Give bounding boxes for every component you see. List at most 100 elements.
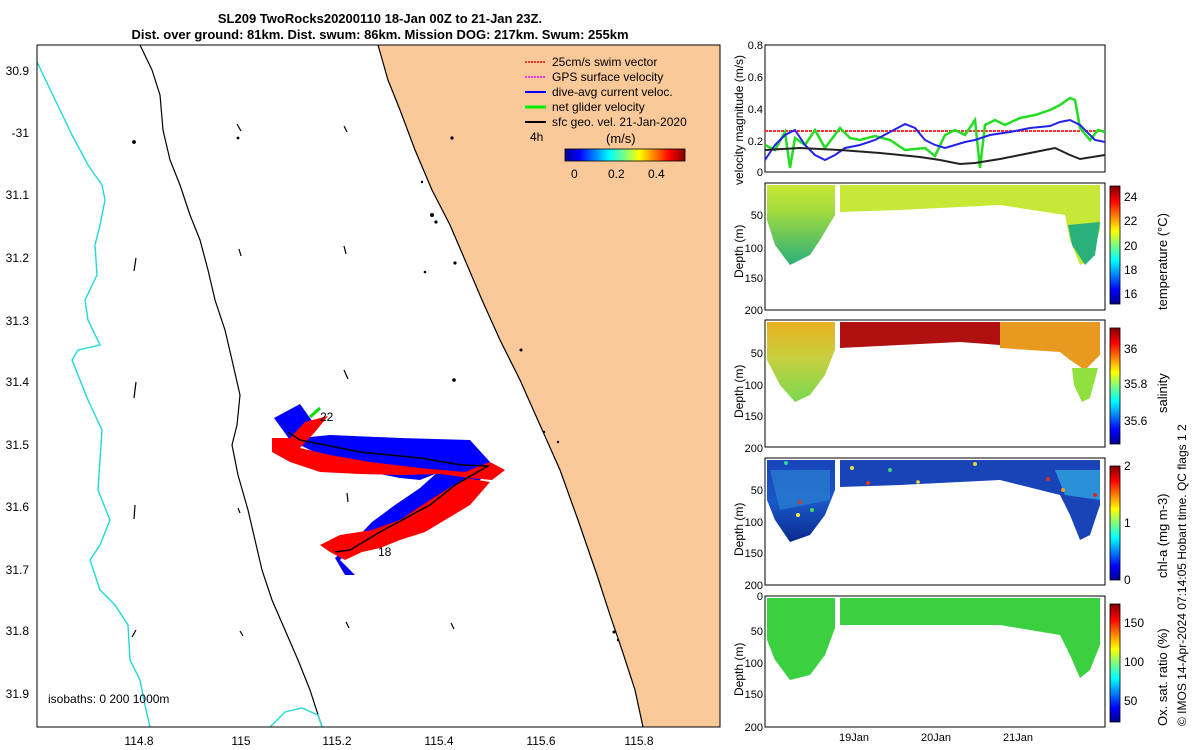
svg-text:31.4: 31.4 xyxy=(6,375,30,389)
svg-text:50: 50 xyxy=(751,210,763,222)
coastline xyxy=(377,44,644,728)
svg-text:1: 1 xyxy=(1124,516,1131,530)
svg-text:0: 0 xyxy=(571,167,578,181)
svg-text:100: 100 xyxy=(745,658,763,670)
svg-text:31.9: 31.9 xyxy=(6,687,30,701)
oxygen-cbar-label: Ox. sat. ratio (%) xyxy=(1155,628,1170,726)
svg-text:0.2: 0.2 xyxy=(748,136,763,148)
salinity-cbar-ticks: 35.6 35.8 36 xyxy=(1124,342,1148,428)
svg-text:31.8: 31.8 xyxy=(6,624,30,638)
velocity-panel: 0 0.2 0.4 0.6 0.8 xyxy=(748,40,1106,179)
figure-title-line1: SL209 TwoRocks20200110 18-Jan 00Z to 21-… xyxy=(217,11,543,26)
svg-text:0.6: 0.6 xyxy=(748,72,763,84)
svg-text:0: 0 xyxy=(757,167,763,179)
svg-text:200: 200 xyxy=(745,305,763,317)
temperature-colorbar xyxy=(1109,185,1121,305)
time-x-ticks: 19Jan 20Jan 21Jan xyxy=(839,732,1033,744)
dive-avg-current-series xyxy=(764,118,1106,162)
svg-text:30.9: 30.9 xyxy=(6,64,30,78)
figure-title-line2: Dist. over ground: 81km. Dist. swum: 86k… xyxy=(131,27,629,42)
svg-text:115.6: 115.6 xyxy=(526,734,555,748)
svg-text:0.4: 0.4 xyxy=(748,104,763,116)
chla-panel: 0 1 2 50 100 150 200 xyxy=(745,457,1131,592)
salinity-panel: 35.6 35.8 36 0 50 100 150 200 xyxy=(745,319,1148,455)
svg-text:100: 100 xyxy=(745,243,763,255)
svg-text:21Jan: 21Jan xyxy=(1003,732,1033,744)
svg-text:200: 200 xyxy=(745,722,763,734)
svg-text:36: 36 xyxy=(1124,342,1138,356)
oxygen-panel: 50 100 150 0 50 100 150 200 19Jan 20Jan … xyxy=(745,591,1145,744)
svg-text:2: 2 xyxy=(1124,459,1131,473)
salinity-ylabel: Depth (m) xyxy=(732,365,746,418)
svg-text:114.8: 114.8 xyxy=(124,734,153,748)
svg-text:24: 24 xyxy=(1124,190,1138,204)
svg-text:31.5: 31.5 xyxy=(6,438,30,452)
oxygen-ylabel: Depth (m) xyxy=(732,643,746,696)
svg-text:0: 0 xyxy=(1124,573,1131,587)
svg-text:31.1: 31.1 xyxy=(6,188,30,202)
isobaths-label: isobaths: 0 200 1000m xyxy=(48,692,169,706)
svg-text:16: 16 xyxy=(1124,287,1138,301)
svg-text:150: 150 xyxy=(745,411,763,423)
map-panel: 22 18 25cm/s swim vector GPS surface vel… xyxy=(6,44,721,748)
legend-sfc-geo-velocity: sfc geo. vel. 21-Jan-2020 xyxy=(552,115,687,129)
chla-colorbar xyxy=(1109,465,1121,581)
svg-text:200: 200 xyxy=(745,580,763,592)
svg-text:100: 100 xyxy=(745,517,763,529)
temperature-ylabel: Depth (m) xyxy=(732,225,746,278)
track-label-end: 18 xyxy=(378,545,392,559)
map-axes-box xyxy=(36,44,721,728)
svg-text:50: 50 xyxy=(751,485,763,497)
svg-text:31.2: 31.2 xyxy=(6,251,30,265)
svg-text:35.8: 35.8 xyxy=(1124,377,1148,391)
svg-text:0.8: 0.8 xyxy=(748,40,763,52)
sfc-geo-velocity-series xyxy=(764,146,1106,166)
temperature-panel: 16 18 20 22 24 50 100 150 200 xyxy=(745,182,1138,317)
velocity-ylabel: velocity magnitude (m/s) xyxy=(732,55,746,185)
chla-dots xyxy=(784,461,1097,517)
svg-text:-31: -31 xyxy=(12,126,30,140)
svg-text:22: 22 xyxy=(1124,214,1138,228)
oxygen-colorbar xyxy=(1109,603,1121,723)
salinity-colorbar xyxy=(1109,327,1121,445)
track-label-start: 22 xyxy=(320,410,334,424)
svg-text:0.4: 0.4 xyxy=(648,167,665,181)
interval-label: 4h xyxy=(530,130,543,144)
oxygen-cbar-ticks: 50 100 150 xyxy=(1124,616,1144,708)
land-area xyxy=(378,45,720,727)
footer-credit: © IMOS 14-Apr-2024 07:14:05 Hobart time.… xyxy=(1175,424,1189,726)
svg-text:115.2: 115.2 xyxy=(322,734,351,748)
map-legend: 25cm/s swim vector GPS surface velocity … xyxy=(525,55,687,181)
isobath-1000m xyxy=(36,61,151,728)
svg-text:31.6: 31.6 xyxy=(6,500,30,514)
svg-text:115: 115 xyxy=(231,734,250,748)
glider-track xyxy=(287,431,491,553)
svg-text:200: 200 xyxy=(745,443,763,455)
net-glider-velocity-series xyxy=(764,96,1106,169)
legend-net-glider-velocity: net glider velocity xyxy=(552,100,645,114)
salinity-cbar-label: salinity xyxy=(1155,373,1170,413)
temperature-cbar-label: temperature (°C) xyxy=(1155,213,1170,310)
svg-text:20: 20 xyxy=(1124,239,1138,253)
svg-text:115.8: 115.8 xyxy=(624,734,653,748)
svg-text:115.4: 115.4 xyxy=(424,734,453,748)
svg-text:0: 0 xyxy=(757,591,763,603)
svg-text:150: 150 xyxy=(745,689,763,701)
svg-text:150: 150 xyxy=(1124,616,1144,630)
svg-text:100: 100 xyxy=(745,380,763,392)
svg-text:35.6: 35.6 xyxy=(1124,414,1148,428)
svg-text:0.2: 0.2 xyxy=(608,167,625,181)
legend-dive-avg-current: dive-avg current veloc. xyxy=(552,85,673,99)
svg-text:20Jan: 20Jan xyxy=(921,732,951,744)
legend-gps-velocity: GPS surface velocity xyxy=(552,70,663,84)
chla-cbar-ticks: 0 1 2 xyxy=(1124,459,1131,587)
svg-text:19Jan: 19Jan xyxy=(839,732,869,744)
velocity-y-ticks: 0 0.2 0.4 0.6 0.8 xyxy=(748,40,763,179)
map-x-ticks: 114.8 115 115.2 115.4 115.6 115.8 xyxy=(124,734,653,748)
svg-text:31.3: 31.3 xyxy=(6,314,30,328)
isobath-200m xyxy=(139,44,323,728)
legend-swim-vector: 25cm/s swim vector xyxy=(552,55,657,69)
svg-text:50: 50 xyxy=(1124,694,1138,708)
net-glider-velocity-arrow xyxy=(308,406,322,419)
